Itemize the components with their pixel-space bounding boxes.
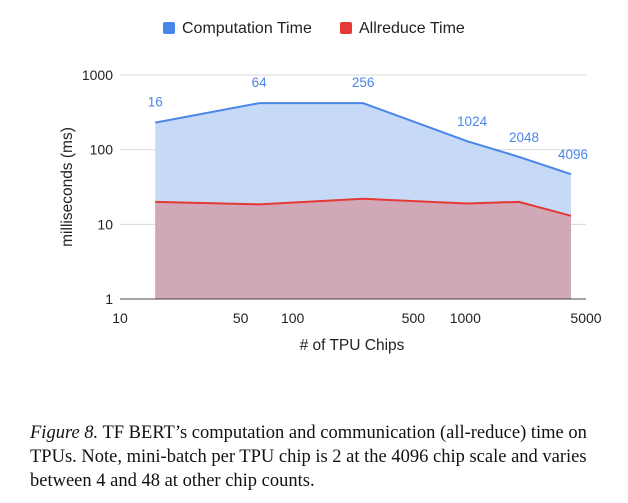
x-axis-title: # of TPU Chips [300, 337, 405, 354]
figure-id: Figure 8. [30, 423, 99, 443]
legend-swatch-computation [163, 22, 175, 34]
legend: Computation Time Allreduce Time [163, 20, 465, 37]
axes: 1 10 100 1000 10 50 100 500 1000 5000 [82, 67, 602, 326]
x-tick-label: 5000 [570, 310, 601, 326]
data-labels: 16 64 256 1024 2048 4096 [148, 75, 588, 162]
x-tick-label: 500 [402, 310, 426, 326]
y-tick-label: 100 [90, 142, 114, 158]
y-tick-label: 10 [97, 216, 113, 232]
x-tick-label: 50 [233, 310, 249, 326]
data-label: 64 [252, 75, 268, 90]
data-label: 16 [148, 95, 163, 110]
y-axis-title: milliseconds (ms) [59, 127, 76, 247]
data-label: 2048 [509, 130, 539, 145]
caption-text: TF BERT’s computation and communication … [30, 423, 587, 491]
series-line-computation [155, 102, 572, 176]
x-tick-label: 10 [112, 310, 128, 326]
series-lines [155, 102, 572, 217]
legend-label: Computation Time [182, 20, 312, 37]
y-tick-label: 1 [105, 291, 113, 307]
series-areas [155, 103, 572, 299]
legend-label: Allreduce Time [359, 20, 465, 37]
figure-caption: Figure 8. TF BERT’s computation and comm… [30, 421, 620, 493]
x-tick-label: 1000 [450, 310, 481, 326]
series-area-allreduce [155, 198, 572, 299]
data-label: 1024 [457, 114, 488, 129]
x-tick-label: 100 [281, 310, 305, 326]
data-label: 256 [352, 75, 375, 90]
legend-swatch-allreduce [340, 22, 352, 34]
data-label: 4096 [558, 147, 588, 162]
series-line-allreduce [155, 197, 572, 217]
y-tick-label: 1000 [82, 67, 113, 83]
chart: 1 10 100 1000 10 50 100 500 1000 5000 16 64 256 1024… [59, 20, 602, 354]
